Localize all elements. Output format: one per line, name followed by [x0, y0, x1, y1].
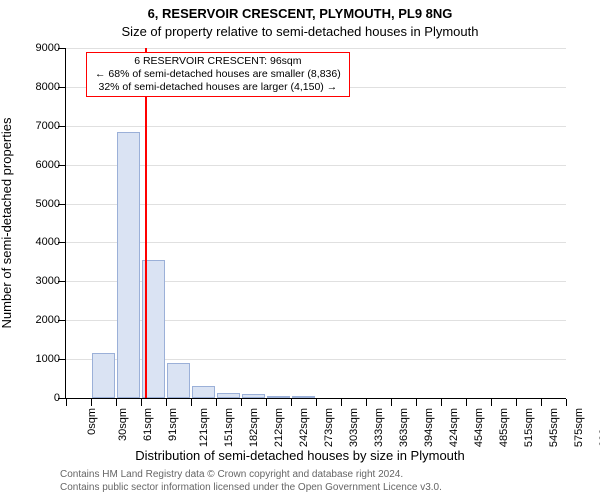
- grid-line: [66, 359, 566, 360]
- x-tick-label: 333sqm: [373, 408, 385, 447]
- x-tick: [316, 399, 317, 406]
- x-tick-label: 485sqm: [498, 408, 510, 447]
- x-tick: [116, 399, 117, 406]
- grid-line: [66, 281, 566, 282]
- grid-line: [66, 48, 566, 49]
- y-axis-label: Number of semi-detached properties: [0, 118, 14, 329]
- x-tick: [516, 399, 517, 406]
- y-tick-label: 5000: [10, 198, 60, 210]
- x-tick: [341, 399, 342, 406]
- y-tick-label: 3000: [10, 275, 60, 287]
- x-tick-label: 61sqm: [142, 408, 154, 441]
- x-tick: [191, 399, 192, 406]
- y-tick-label: 1000: [10, 353, 60, 365]
- y-tick-label: 7000: [10, 120, 60, 132]
- x-tick-label: 151sqm: [223, 408, 235, 447]
- x-tick: [466, 399, 467, 406]
- x-tick: [541, 399, 542, 406]
- x-tick-label: 515sqm: [523, 408, 535, 447]
- histogram-bar: [117, 132, 140, 398]
- y-tick-label: 4000: [10, 236, 60, 248]
- annotation-line-2: ← 68% of semi-detached houses are smalle…: [95, 68, 341, 81]
- x-tick: [266, 399, 267, 406]
- x-tick: [91, 399, 92, 406]
- x-tick: [141, 399, 142, 406]
- grid-line: [66, 126, 566, 127]
- x-tick-label: 303sqm: [348, 408, 360, 447]
- y-tick-label: 9000: [10, 42, 60, 54]
- y-tick-label: 6000: [10, 159, 60, 171]
- x-tick-label: 212sqm: [273, 408, 285, 447]
- x-tick-label: 91sqm: [167, 408, 179, 441]
- x-tick: [216, 399, 217, 406]
- plot-area: [65, 48, 566, 399]
- chart-subtitle: Size of property relative to semi-detach…: [0, 24, 600, 39]
- x-tick: [566, 399, 567, 406]
- x-tick: [391, 399, 392, 406]
- x-tick: [441, 399, 442, 406]
- x-tick: [241, 399, 242, 406]
- x-tick: [291, 399, 292, 406]
- x-tick: [66, 399, 67, 406]
- x-tick-label: 363sqm: [398, 408, 410, 447]
- histogram-bar: [217, 393, 240, 398]
- x-tick-label: 575sqm: [573, 408, 585, 447]
- grid-line: [66, 320, 566, 321]
- x-tick-label: 182sqm: [248, 408, 260, 447]
- x-tick-label: 545sqm: [548, 408, 560, 447]
- y-tick-label: 0: [10, 392, 60, 404]
- x-tick-label: 0sqm: [86, 408, 98, 435]
- footer-line-1: Contains HM Land Registry data © Crown c…: [60, 469, 442, 482]
- x-tick-label: 394sqm: [423, 408, 435, 447]
- histogram-bar: [167, 363, 190, 398]
- x-tick-label: 273sqm: [323, 408, 335, 447]
- footer-line-2: Contains public sector information licen…: [60, 482, 442, 495]
- histogram-bar: [92, 353, 115, 398]
- reference-line: [145, 48, 147, 398]
- histogram-bar: [267, 396, 290, 398]
- histogram-bar: [292, 396, 315, 398]
- histogram-bar: [192, 386, 215, 398]
- annotation-line-1: 6 RESERVOIR CRESCENT: 96sqm: [95, 55, 341, 68]
- chart-container: { "title": "6, RESERVOIR CRESCENT, PLYMO…: [0, 0, 600, 500]
- histogram-bar: [242, 394, 265, 398]
- x-tick: [491, 399, 492, 406]
- grid-line: [66, 242, 566, 243]
- x-tick-label: 454sqm: [473, 408, 485, 447]
- x-tick: [166, 399, 167, 406]
- x-tick: [416, 399, 417, 406]
- x-tick-label: 424sqm: [448, 408, 460, 447]
- x-tick-label: 242sqm: [298, 408, 310, 447]
- chart-title: 6, RESERVOIR CRESCENT, PLYMOUTH, PL9 8NG: [0, 6, 600, 21]
- attribution-footer: Contains HM Land Registry data © Crown c…: [60, 469, 442, 494]
- grid-line: [66, 204, 566, 205]
- y-tick-label: 2000: [10, 314, 60, 326]
- x-axis-label: Distribution of semi-detached houses by …: [0, 448, 600, 463]
- y-tick-label: 8000: [10, 81, 60, 93]
- x-tick-label: 121sqm: [198, 408, 210, 447]
- annotation-line-3: 32% of semi-detached houses are larger (…: [95, 81, 341, 94]
- x-tick: [366, 399, 367, 406]
- grid-line: [66, 165, 566, 166]
- annotation-box: 6 RESERVOIR CRESCENT: 96sqm ← 68% of sem…: [86, 52, 350, 97]
- x-tick-label: 30sqm: [117, 408, 129, 441]
